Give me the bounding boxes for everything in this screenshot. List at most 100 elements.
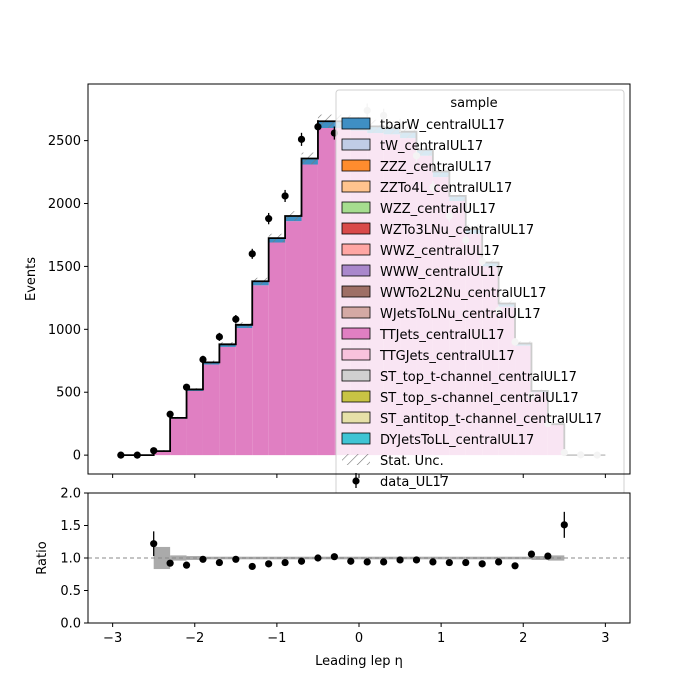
ratio-point-21	[495, 558, 503, 566]
ratio-band-bin-18	[449, 556, 466, 560]
legend-label-2: ZZZ_centralUL17	[380, 160, 492, 175]
ratio-point-19	[462, 558, 470, 567]
data-point-11	[297, 135, 306, 143]
legend-swatch-8	[341, 285, 371, 298]
ratio-y-label: Ratio	[35, 541, 50, 574]
ratio-ytick-label-3: 1.5	[60, 519, 81, 534]
stack-bar-TTJets_centralUL17-7	[268, 242, 286, 456]
ratio-ytick-label-4: 2.0	[60, 487, 81, 502]
ratio-ytick-label-0: 0.0	[60, 617, 81, 632]
data-point-10	[281, 192, 289, 200]
ratio-band-bin-24	[547, 555, 565, 561]
legend-swatch-7	[341, 264, 371, 277]
data-point-12	[314, 123, 322, 131]
ratio-panel: 0.0 0.5 1.0 1.5 2.0 −3 −2 −1 0 1 2 3 Ratio Leading…	[35, 487, 631, 669]
stack-bar-TTJets_centralUL17-3	[202, 364, 220, 456]
legend-swatch-13	[341, 390, 371, 403]
legend-swatch-hatch	[342, 454, 370, 465]
legend-title: sample	[450, 96, 497, 111]
ratio-xtick-label-4: 1	[437, 631, 445, 646]
ratio-point-2	[182, 561, 191, 569]
ratio-point-9	[297, 557, 306, 565]
data-point-8	[248, 250, 256, 258]
ratio-xtick-label-0: −3	[103, 631, 122, 646]
ratio-band-bin-15	[400, 556, 417, 560]
ratio-point-7	[265, 560, 273, 568]
ratio-point-4	[215, 558, 223, 567]
stack-bar-TTJets_centralUL17-4	[219, 346, 236, 456]
ratio-point-12	[347, 557, 355, 565]
legend-swatch-10	[341, 327, 371, 340]
legend-swatch-3	[341, 180, 371, 193]
ratio-band-bin-6	[252, 556, 269, 560]
stack-bar-TTJets_centralUL17-5	[235, 328, 253, 456]
ratio-band-bin-7	[268, 556, 286, 560]
data-point-9	[265, 215, 273, 223]
ratio-y-axis: 0.0 0.5 1.0 1.5 2.0	[60, 487, 88, 632]
legend-swatch-12	[341, 369, 371, 382]
legend-label-15: DYJetsToLL_centralUL17	[380, 433, 534, 448]
legend-swatch-1	[341, 138, 371, 151]
x-axis-label: Leading lep η	[315, 654, 403, 669]
ratio-point-5	[232, 555, 240, 563]
legend-swatch-11	[341, 348, 371, 361]
legend-swatch-2	[341, 159, 371, 172]
stack-bar-TTJets_centralUL17-1	[170, 418, 187, 456]
stack-bar-TTJets_centralUL17-9	[301, 164, 318, 456]
ratio-point-25	[560, 521, 568, 529]
main-ytick-label-4: 2000	[48, 197, 81, 212]
main-ytick-label-0: 0	[73, 449, 81, 464]
ratio-point-18	[445, 558, 453, 567]
legend-label-17: data_UL17	[380, 475, 449, 490]
ratio-point-6	[248, 562, 256, 571]
ratio-xtick-label-2: −1	[267, 631, 286, 646]
ratio-xtick-label-5: 2	[519, 631, 527, 646]
ratio-point-3	[199, 555, 207, 563]
ratio-xtick-label-3: 0	[355, 631, 363, 646]
legend-marker-icon	[352, 477, 360, 485]
legend-label-3: ZZTo4L_centralUL17	[380, 181, 512, 196]
ratio-band-bin-12	[350, 556, 368, 560]
legend-label-6: WWZ_centralUL17	[380, 244, 500, 259]
ratio-ytick-label-1: 0.5	[60, 584, 81, 599]
legend-label-10: TTJets_centralUL17	[379, 328, 505, 343]
ratio-ytick-label-2: 1.0	[60, 552, 81, 567]
legend-swatch-14	[341, 411, 371, 424]
data-point-2	[150, 447, 158, 455]
ratio-point-8	[281, 558, 289, 567]
stack-bar-TTJets_centralUL17-10	[317, 128, 335, 456]
ratio-band-bin-21	[498, 556, 516, 560]
legend-label-8: WWTo2L2Nu_centralUL17	[380, 286, 546, 301]
stack-bar-TTJets_centralUL17-6	[252, 285, 269, 456]
main-x-ticks	[112, 474, 606, 478]
main-ytick-label-2: 1000	[48, 323, 81, 338]
ratio-band-bin-4	[219, 556, 236, 560]
ratio-point-15	[396, 556, 404, 564]
data-point-1	[133, 451, 141, 459]
legend-label-7: WWW_centralUL17	[380, 265, 504, 280]
main-ytick-label-5: 2500	[48, 134, 81, 149]
legend-label-1: tW_centralUL17	[380, 139, 483, 154]
ratio-xtick-label-6: 3	[601, 631, 609, 646]
legend-swatch-15	[341, 432, 371, 445]
ratio-point-13	[363, 558, 371, 566]
data-point-5	[199, 355, 207, 364]
ratio-point-23	[527, 550, 536, 558]
ratio-point-22	[511, 562, 519, 570]
ratio-band-bin-9	[301, 556, 318, 560]
main-y-axis: 0 500 1000 1500 2000 2500	[48, 134, 88, 464]
data-point-3	[166, 410, 174, 418]
stack-bar-TTJets_centralUL17-2	[186, 390, 203, 456]
ratio-x-axis: −3 −2 −1 0 1 2 3	[103, 623, 610, 646]
data-point-7	[232, 315, 240, 323]
ratio-point-1	[166, 559, 174, 567]
legend-swatch-4	[341, 201, 371, 214]
legend: sample tbarW_centralUL17 tW_centralUL17 ZZZ…	[335, 89, 625, 496]
ratio-xtick-label-1: −2	[185, 631, 204, 646]
stack-bar-TTJets_centralUL17-8	[285, 221, 302, 456]
main-y-label: Events	[24, 257, 39, 301]
legend-label-0: tbarW_centralUL17	[380, 118, 505, 133]
legend-swatch-5	[341, 222, 371, 235]
ratio-point-20	[478, 560, 486, 568]
